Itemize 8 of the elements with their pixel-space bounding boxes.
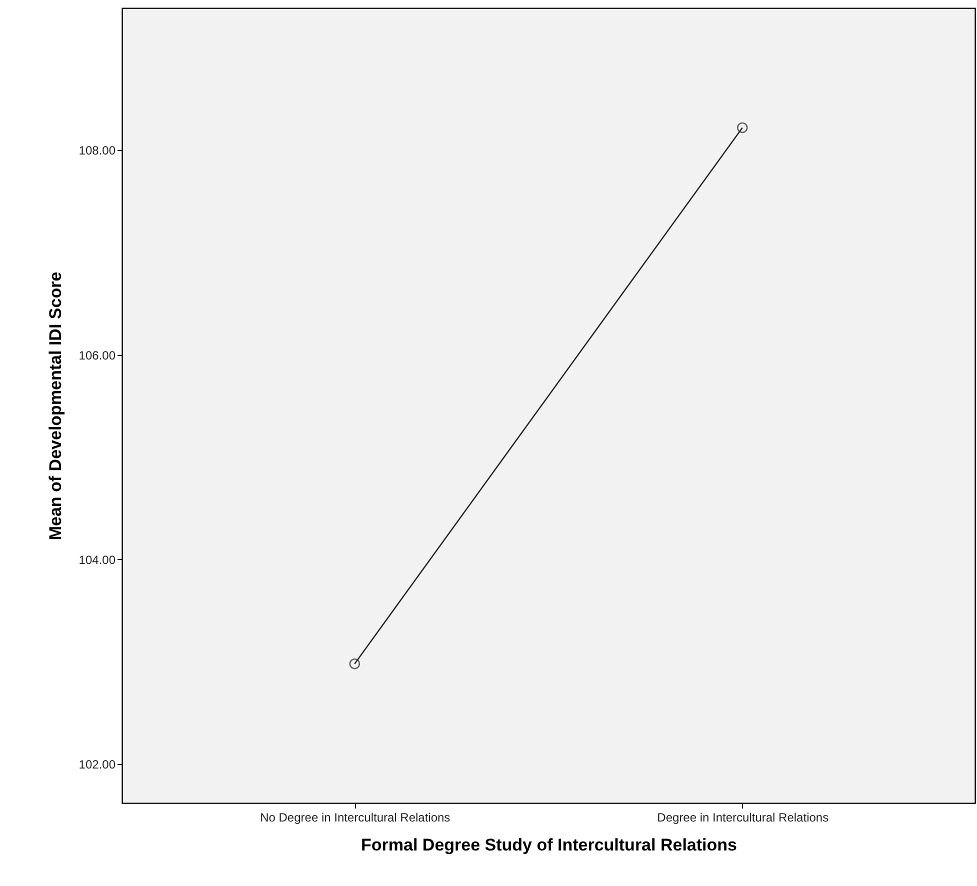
y-tick-label: 108.00 [78, 144, 116, 158]
y-tick-label: 104.00 [78, 552, 116, 567]
y-axis-title: Mean of Developmental IDI Score [46, 272, 65, 540]
x-tick-label: Degree in Intercultural Relations [657, 810, 829, 824]
x-tick-label: No Degree in Intercultural Relations [260, 810, 450, 824]
x-axis-title: Formal Degree Study of Intercultural Relations [361, 836, 737, 854]
y-tick-label: 106.00 [78, 348, 116, 362]
y-tick-label: 102.00 [78, 758, 116, 772]
